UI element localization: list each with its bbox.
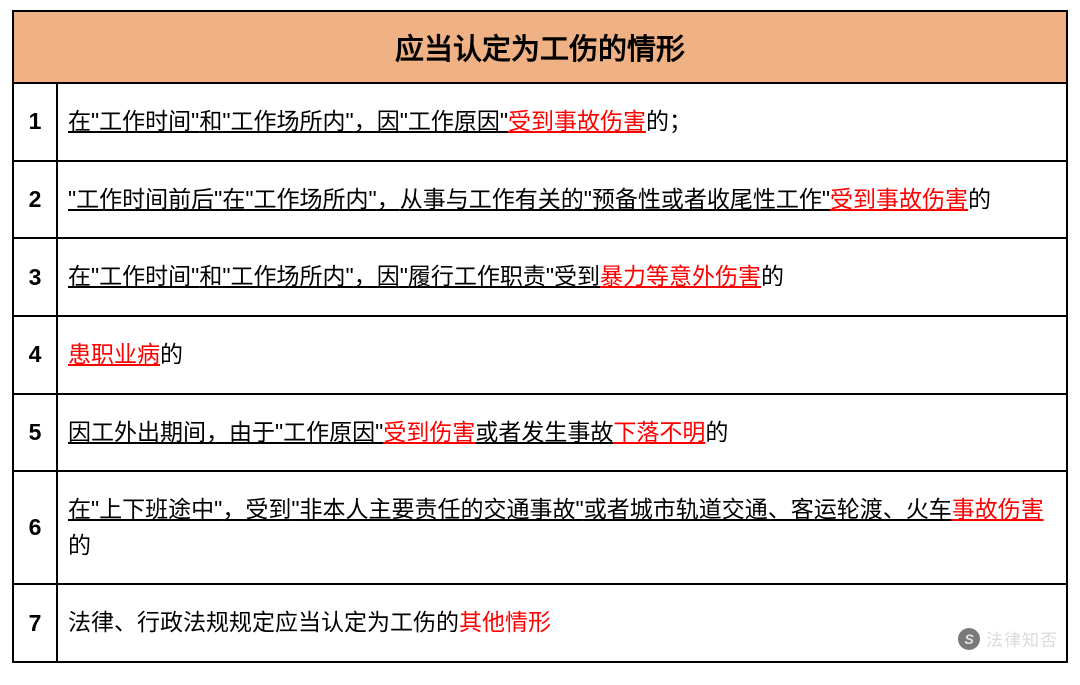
text-segment: "工作场所内" [222, 263, 353, 289]
text-segment: 因工外出期间，由于 [68, 419, 275, 445]
text-segment: 患职业病 [68, 341, 160, 367]
text-segment: 在 [68, 496, 91, 522]
text-segment: 的 [160, 341, 183, 367]
row-number: 5 [13, 394, 57, 472]
text-segment: "上下班途中" [91, 496, 222, 522]
text-segment: "工作场所内" [245, 186, 376, 212]
text-segment: 其他情形 [459, 609, 551, 635]
text-segment: 受到 [554, 263, 600, 289]
row-number: 2 [13, 161, 57, 239]
text-segment: 受到伤害 [383, 419, 475, 445]
row-content: 患职业病的 [57, 316, 1067, 394]
text-segment: "工作时间" [91, 108, 199, 134]
table-row: 6在"上下班途中"，受到"非本人主要责任的交通事故"或者城市轨道交通、客运轮渡、… [13, 471, 1067, 584]
text-segment: 和 [199, 263, 222, 289]
text-segment: "工作时间" [91, 263, 199, 289]
row-number: 6 [13, 471, 57, 584]
row-content: 法律、行政法规规定应当认定为工伤的其他情形 [57, 584, 1067, 662]
text-segment: 在 [222, 186, 245, 212]
table-row: 4患职业病的 [13, 316, 1067, 394]
text-segment: 从事与工作有关的 [400, 186, 584, 212]
workinjury-table: 应当认定为工伤的情形 1在"工作时间"和"工作场所内"，因"工作原因"受到事故伤… [12, 10, 1068, 663]
row-number: 3 [13, 238, 57, 316]
text-segment: 和 [199, 108, 222, 134]
text-segment: ，因 [354, 263, 400, 289]
text-segment: ，受到 [222, 496, 291, 522]
text-segment: "工作原因" [275, 419, 383, 445]
text-segment: "工作原因" [400, 108, 508, 134]
row-content: 在"上下班途中"，受到"非本人主要责任的交通事故"或者城市轨道交通、客运轮渡、火… [57, 471, 1067, 584]
table-row: 5因工外出期间，由于"工作原因"受到伤害或者发生事故下落不明的 [13, 394, 1067, 472]
text-segment: ，因 [354, 108, 400, 134]
table-row: 7法律、行政法规规定应当认定为工伤的其他情形 [13, 584, 1067, 662]
text-segment: 或者发生事故 [475, 419, 613, 445]
table-title: 应当认定为工伤的情形 [13, 11, 1067, 83]
text-segment: 暴力等意外伤害 [600, 263, 761, 289]
row-content: 因工外出期间，由于"工作原因"受到伤害或者发生事故下落不明的 [57, 394, 1067, 472]
text-segment: "履行工作职责" [400, 263, 554, 289]
text-segment: 下落不明 [613, 419, 705, 445]
watermark: S 法律知否 [958, 626, 1058, 651]
text-segment: 的 [68, 532, 91, 558]
row-number: 1 [13, 83, 57, 161]
text-segment: "非本人主要责任的交通事故" [291, 496, 583, 522]
watermark-label: 法律知否 [986, 626, 1058, 651]
row-number: 7 [13, 584, 57, 662]
row-content: 在"工作时间"和"工作场所内"，因"工作原因"受到事故伤害的； [57, 83, 1067, 161]
table-row: 1在"工作时间"和"工作场所内"，因"工作原因"受到事故伤害的； [13, 83, 1067, 161]
text-segment: 事故伤害 [952, 496, 1044, 522]
text-segment: 的； [646, 108, 692, 134]
text-segment: 的 [761, 263, 784, 289]
text-segment: 的 [705, 419, 728, 445]
text-segment: "预备性或者收尾性工作" [584, 186, 830, 212]
text-segment: 受到事故伤害 [830, 186, 968, 212]
table-row: 3在"工作时间"和"工作场所内"，因"履行工作职责"受到暴力等意外伤害的 [13, 238, 1067, 316]
text-segment: 或者城市轨道交通、客运轮渡、火车 [584, 496, 952, 522]
wechat-icon: S [958, 628, 980, 650]
text-segment: ， [377, 186, 400, 212]
text-segment: 受到事故伤害 [508, 108, 646, 134]
row-content: 在"工作时间"和"工作场所内"，因"履行工作职责"受到暴力等意外伤害的 [57, 238, 1067, 316]
text-segment: 在 [68, 263, 91, 289]
text-segment: 的 [968, 186, 991, 212]
text-segment: 在 [68, 108, 91, 134]
row-number: 4 [13, 316, 57, 394]
text-segment: "工作场所内" [222, 108, 353, 134]
row-content: "工作时间前后"在"工作场所内"，从事与工作有关的"预备性或者收尾性工作"受到事… [57, 161, 1067, 239]
text-segment: "工作时间前后" [68, 186, 222, 212]
table-row: 2"工作时间前后"在"工作场所内"，从事与工作有关的"预备性或者收尾性工作"受到… [13, 161, 1067, 239]
text-segment: 法律、行政法规规定应当认定为工伤的 [68, 609, 459, 635]
